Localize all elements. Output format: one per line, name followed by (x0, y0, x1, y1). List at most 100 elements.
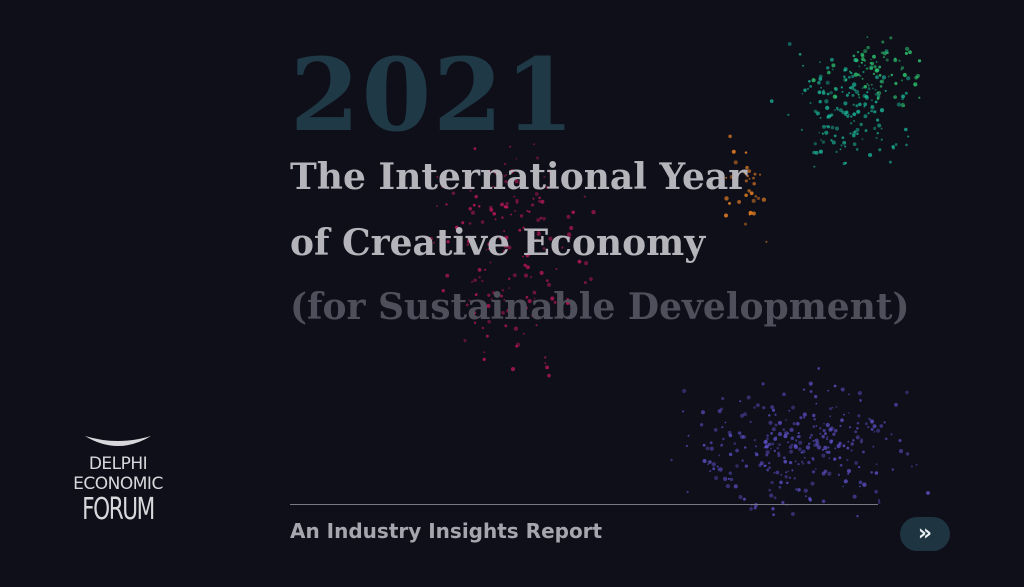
particle-dot (742, 497, 746, 501)
particle-dot (830, 139, 833, 142)
particle-dot (876, 118, 880, 122)
particle-dot (821, 448, 824, 451)
particle-dot (765, 453, 769, 457)
particle-dot (566, 214, 571, 219)
particle-dot (837, 473, 840, 476)
particle-dot (820, 86, 822, 89)
particle-dot (778, 485, 782, 489)
particle-dot (751, 211, 756, 216)
particle-dot (519, 214, 524, 218)
particle-dot (894, 81, 898, 86)
particle-dot (834, 126, 840, 131)
particle-dot (821, 91, 826, 95)
particle-dot (870, 104, 874, 109)
particle-dot (795, 439, 798, 442)
particle-dot (896, 102, 902, 107)
particle-dot (848, 113, 850, 116)
particle-dot (797, 488, 801, 492)
particle-dot (446, 240, 450, 244)
particle-dot (900, 102, 905, 108)
particle-dot (918, 96, 921, 99)
particle-dot (709, 469, 712, 473)
particle-dot (797, 432, 800, 435)
particle-dot (544, 356, 547, 359)
particle-dot (716, 465, 719, 468)
particle-dot (728, 471, 733, 475)
particle-dot (485, 334, 489, 338)
particle-dot (772, 513, 775, 516)
particle-dot (890, 433, 893, 436)
particle-dot (782, 392, 786, 397)
particle-dot (545, 365, 550, 370)
particle-dot (766, 434, 769, 437)
particle-dot (843, 68, 847, 72)
particle-dot (819, 117, 822, 119)
particle-dot (847, 440, 850, 443)
particle-dot (861, 450, 865, 454)
particle-dot (591, 210, 596, 215)
particle-dot (724, 213, 728, 218)
particle-dot (501, 310, 505, 315)
particle-dot (445, 203, 448, 206)
particle-dot (523, 173, 525, 176)
particle-dot (876, 428, 881, 433)
particle-dot (831, 406, 834, 409)
particle-dot (504, 162, 507, 165)
particle-dot (537, 199, 541, 203)
particle-dot (852, 494, 857, 499)
particle-dot (872, 54, 876, 59)
particle-dot (867, 84, 870, 87)
particle-dot (473, 321, 477, 324)
particle-dot (827, 471, 832, 476)
particle-dot (926, 490, 930, 495)
particle-dot (474, 252, 477, 254)
particle-dot (894, 143, 898, 146)
particle-dot (739, 400, 742, 403)
particle-dot (548, 171, 552, 175)
particle-dot (516, 342, 521, 347)
particle-dot (682, 410, 685, 413)
particle-dot (800, 451, 803, 454)
particle-dot (884, 437, 888, 441)
particle-dot (740, 413, 745, 418)
next-slide-button[interactable]: » (900, 517, 950, 551)
particle-dot (753, 506, 757, 510)
particle-dot (753, 172, 757, 176)
particle-dot (824, 432, 827, 435)
particle-dot (752, 176, 755, 180)
particle-dot (768, 488, 772, 492)
particle-dot (867, 425, 870, 429)
particle-dot (840, 418, 844, 422)
particle-dot (873, 110, 877, 114)
title-line-2: of Creative Economy (290, 222, 706, 264)
particle-dot (815, 424, 818, 427)
particle-dot (858, 480, 863, 485)
logo-text-line-2: ECONOMIC (73, 474, 163, 494)
particle-dot (889, 36, 893, 40)
particle-dot (873, 431, 876, 433)
particle-dot (841, 110, 845, 115)
particle-dot (884, 89, 887, 92)
particle-dot (504, 324, 508, 328)
particle-dot (429, 236, 434, 241)
particle-dot (829, 91, 833, 95)
particle-dot (512, 273, 517, 278)
particle-dot (855, 104, 859, 108)
particle-dot (826, 435, 829, 438)
particle-dot (709, 441, 713, 445)
particle-dot (523, 263, 527, 267)
particle-dot (748, 210, 753, 215)
particle-dot (728, 134, 732, 139)
particle-dot (863, 85, 867, 89)
particle-dot (822, 124, 826, 129)
particle-dot (574, 240, 579, 245)
particle-dot (501, 216, 504, 219)
particle-dot (847, 472, 850, 475)
particle-dot (729, 477, 734, 482)
particle-dot (791, 443, 793, 446)
particle-dot (525, 265, 530, 270)
particle-dot (813, 142, 817, 146)
particle-dot (788, 445, 793, 449)
particle-dot (773, 471, 776, 474)
